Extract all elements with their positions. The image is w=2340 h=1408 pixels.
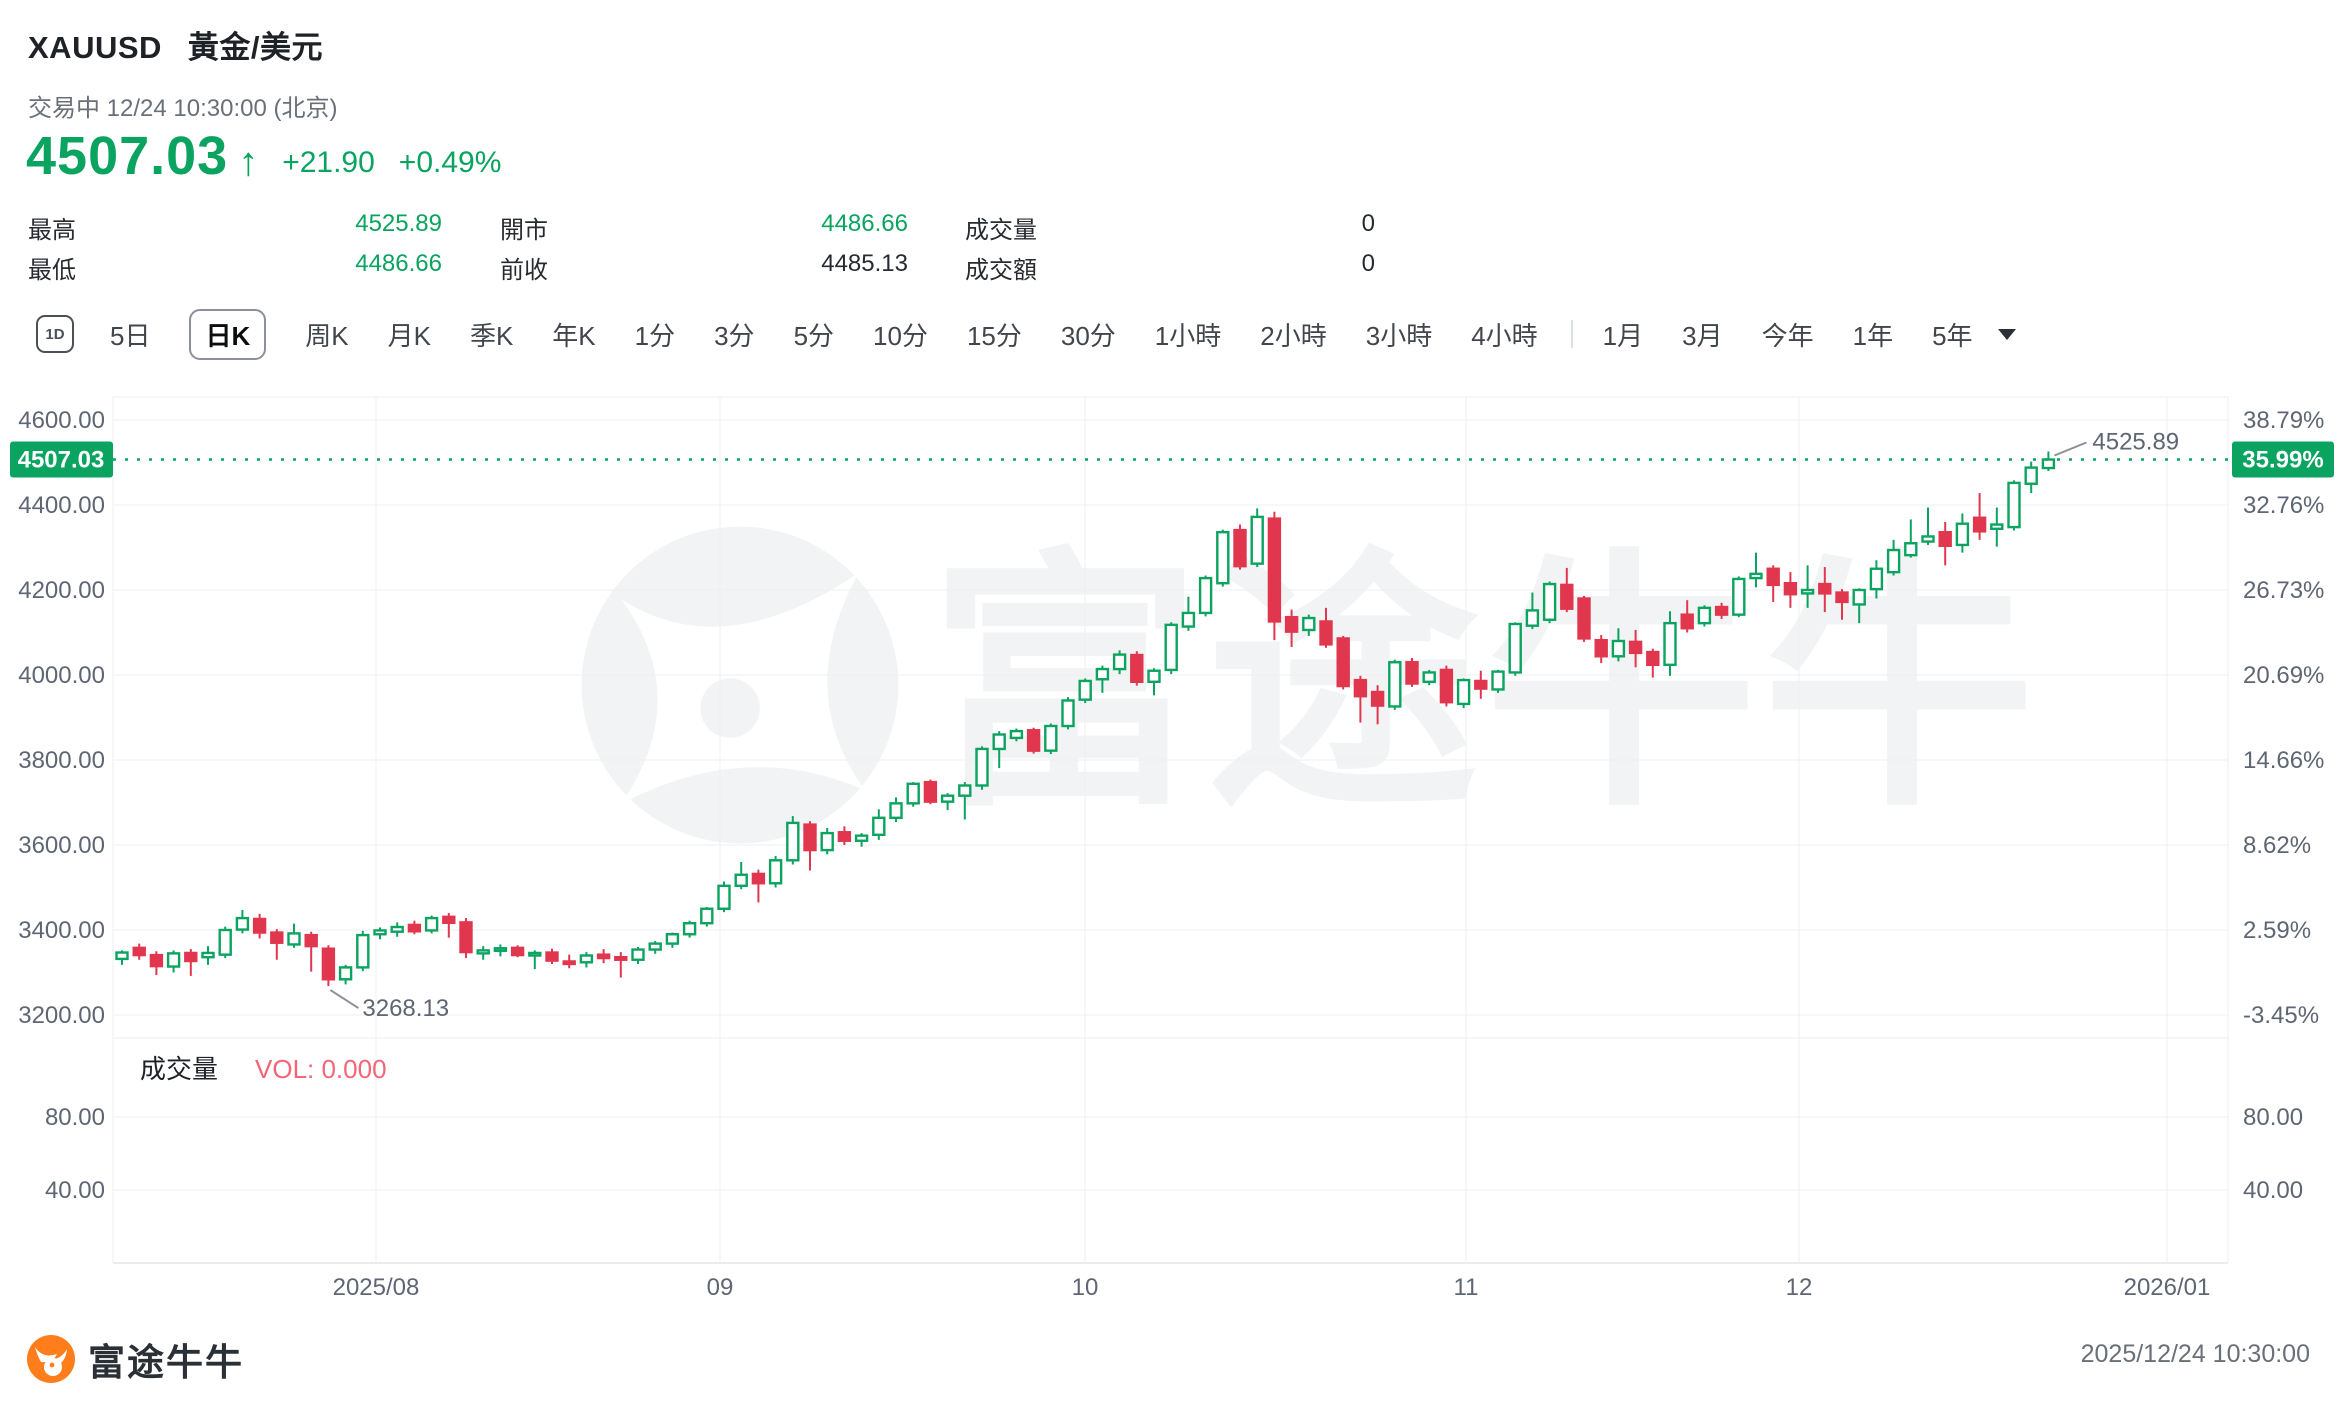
page-title: XAUUSD 黃金/美元 [28, 22, 323, 67]
stat-value: 4486.66 [355, 250, 442, 277]
timeframe-toolbar: 1D 5日 日K 周K 月K 季K 年K 1分 3分 5分 10分 15分 30分 1小時 2小時 3小時 4… [36, 308, 2016, 360]
trading-status: 交易中 12/24 10:30:00 (北京) [28, 95, 338, 122]
price-axis-label: 4000.00 [18, 662, 105, 689]
x-axis-label: 10 [1072, 1274, 1099, 1301]
price-row: 4507.03 ↑ +21.90 +0.49% [26, 124, 501, 188]
price-axis-label: 3400.00 [18, 917, 105, 944]
stat-value: 4486.66 [821, 210, 908, 237]
volume-axis-label: 40.00 [2243, 1177, 2303, 1204]
symbol-code: XAUUSD [28, 30, 162, 65]
pct-axis-label: -3.45% [2243, 1002, 2319, 1029]
volume-axis-label: 40.00 [45, 1177, 105, 1204]
pct-axis-label: 2.59% [2243, 917, 2311, 944]
futu-bull-logo-icon [27, 1335, 75, 1383]
current-pct-label: 35.99% [2242, 447, 2323, 474]
stats-row: 最高 4525.89 開市 4486.66 成交量 0 [0, 208, 1500, 244]
current-price-label: 4507.03 [18, 447, 105, 474]
volume-value-text: VOL: 0.000 [255, 1054, 387, 1084]
stat-value: 4525.89 [355, 210, 442, 237]
stat-value: 0 [1361, 250, 1375, 277]
candlestick-chart[interactable]: 2025/08 09 10 11 12 2026/01 4600.00 38.79% 4400.… [0, 393, 2340, 1333]
tab-3小時[interactable]: 3小時 [1365, 320, 1433, 351]
tab-今年[interactable]: 今年 [1761, 320, 1814, 351]
up-arrow-icon: ↑ [238, 140, 259, 184]
price-axis-label: 3600.00 [18, 832, 105, 859]
price-axis-label: 4400.00 [18, 492, 105, 519]
brand-footer: 富途牛牛 [27, 1332, 244, 1386]
price-axis-label: 4200.00 [18, 577, 105, 604]
x-axis-label: 09 [707, 1274, 734, 1301]
chart-timestamp: 2025/12/24 10:30:00 [2080, 1340, 2310, 1368]
stat-value: 0 [1361, 210, 1375, 237]
tab-1月[interactable]: 1月 [1602, 320, 1644, 351]
tab-30分[interactable]: 30分 [1060, 320, 1116, 351]
last-price: 4507.03 [26, 126, 229, 186]
tab-周K[interactable]: 周K [305, 320, 349, 351]
symbol-name: 黃金/美元 [187, 30, 324, 65]
price-axis-label: 3800.00 [18, 747, 105, 774]
brand-name: 富途牛牛 [88, 1342, 244, 1383]
pct-axis-label: 20.69% [2243, 662, 2324, 689]
tab-10分[interactable]: 10分 [873, 320, 928, 351]
x-axis-label: 2025/08 [333, 1274, 420, 1301]
stat-pair: 最低 4486.66 [28, 248, 442, 284]
tab-季K[interactable]: 季K [469, 320, 514, 351]
low-annotation: 3268.13 [362, 995, 449, 1022]
chart-type-icon[interactable]: 1D [36, 315, 74, 353]
x-axis-label: 2026/01 [2124, 1274, 2211, 1301]
tab-3分[interactable]: 3分 [714, 320, 755, 351]
stat-label: 開市 [500, 217, 548, 244]
stat-label: 最高 [28, 217, 76, 244]
stat-label: 前收 [500, 257, 548, 284]
price-change-pct: +0.49% [398, 146, 502, 179]
dropdown-caret-icon[interactable] [1997, 328, 2016, 340]
volume-pane-title: 成交量 [140, 1054, 218, 1084]
pct-axis-label: 38.79% [2243, 407, 2324, 434]
tab-1年[interactable]: 1年 [1852, 320, 1894, 351]
price-axis-label: 4600.00 [18, 407, 105, 434]
tab-5年[interactable]: 5年 [1932, 320, 1973, 351]
volume-axis-label: 80.00 [45, 1104, 105, 1131]
tab-2小時[interactable]: 2小時 [1260, 320, 1327, 351]
stat-label: 成交量 [965, 217, 1037, 244]
stat-pair: 成交額 0 [965, 248, 1375, 284]
quote-stats: 最高 4525.89 開市 4486.66 成交量 0 最低 4486.66 前收 4485.13… [0, 208, 1500, 294]
tab-1分[interactable]: 1分 [634, 320, 676, 351]
x-axis-label: 11 [1454, 1274, 1479, 1301]
tab-1小時[interactable]: 1小時 [1154, 320, 1222, 351]
tab-年K[interactable]: 年K [552, 320, 596, 351]
tab-月K[interactable]: 月K [387, 320, 431, 351]
pct-axis-label: 14.66% [2243, 747, 2324, 774]
tab-日K[interactable]: 日K [189, 308, 267, 360]
tab-4小時[interactable]: 4小時 [1471, 320, 1538, 351]
stat-pair: 開市 4486.66 [500, 208, 908, 244]
price-change: +21.90 [282, 146, 375, 179]
stat-pair: 最高 4525.89 [28, 208, 442, 244]
stat-value: 4485.13 [821, 250, 908, 277]
x-axis-label: 12 [1786, 1274, 1813, 1301]
pct-axis-label: 26.73% [2243, 577, 2324, 604]
pct-axis-label: 32.76% [2243, 492, 2324, 519]
tab-5分[interactable]: 5分 [793, 320, 835, 351]
price-axis-label: 3200.00 [18, 1002, 105, 1029]
stat-pair: 前收 4485.13 [500, 248, 908, 284]
tab-3月[interactable]: 3月 [1682, 320, 1723, 351]
toolbar-divider [1570, 320, 1573, 348]
stat-label: 成交額 [965, 257, 1037, 284]
stat-label: 最低 [28, 257, 76, 284]
high-annotation: 4525.89 [2092, 428, 2179, 455]
pct-axis-label: 8.62% [2243, 832, 2311, 859]
tab-5日[interactable]: 5日 [110, 320, 151, 351]
volume-axis-label: 80.00 [2243, 1104, 2303, 1131]
tab-15分[interactable]: 15分 [966, 320, 1022, 351]
stats-row: 最低 4486.66 前收 4485.13 成交額 0 [0, 248, 1500, 284]
stat-pair: 成交量 0 [965, 208, 1375, 244]
